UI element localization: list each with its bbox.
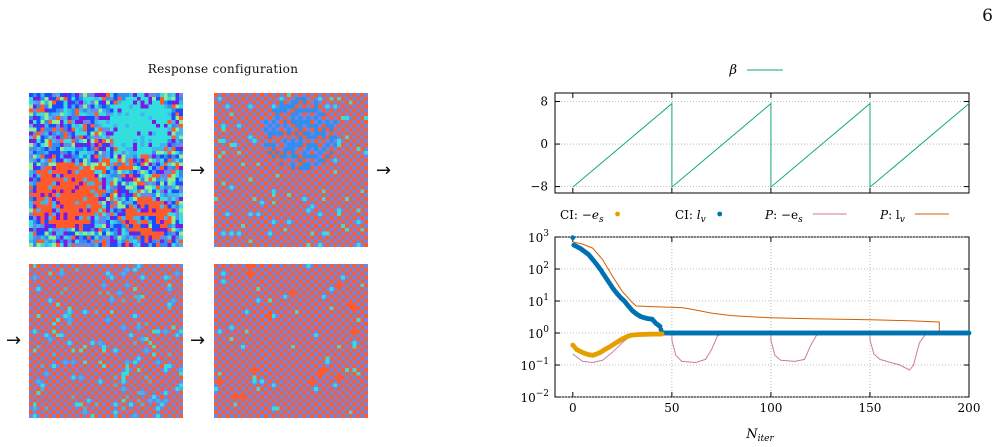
convergence-ticks: 103 102 101 100 10−1 10−2 0 50 100 150 200 [520,229,980,415]
page-number: 6 [982,6,993,26]
conv-xtick-label-4: 200 [958,401,981,415]
lattice-panel-1 [29,93,183,247]
ci_lv-point-0 [570,235,576,241]
conv-ytick-label-5: 10−2 [520,389,549,405]
lattice-panel-2 [214,93,368,247]
legend-label-p_lv: P: lv [879,208,905,225]
conv-xtick-label-3: 150 [859,401,882,415]
beta-line [572,102,970,189]
conv-ytick-label-2: 101 [528,293,549,309]
arrow-2: → [376,160,392,181]
arrow-1: → [190,160,206,181]
arrow-4: → [190,330,206,351]
conv-xtick-label-1: 50 [664,401,679,415]
beta-chart: β 8 0 −8 [530,63,970,194]
beta-ytick-label-2: −8 [530,180,548,194]
lattice-panel-4 [214,264,368,418]
arrow-3: → [6,330,22,351]
conv-ytick-label-0: 103 [528,229,549,245]
conv-ytick-label-1: 102 [528,261,549,277]
legend-marker-ci_lv [717,211,723,217]
legend-label-ci_lv: CI: lv [675,208,706,225]
conv-xtick-label-0: 0 [569,401,577,415]
lattice-panel-3 [29,264,183,418]
ci_es-point-90 [659,331,665,337]
beta-plot-frame [554,92,970,194]
convergence-series [570,235,972,371]
legend-label-p_es: P: −es [764,208,803,225]
conv-ytick-label-4: 10−1 [520,357,549,373]
beta-ytick-label-0: 8 [540,95,548,109]
legend-label-ci_es: CI: −es [560,208,604,225]
beta-ticks: 8 0 −8 [530,93,970,194]
series-ci_es [570,331,665,358]
series-p_lv [572,241,969,334]
beta-grid [555,93,969,193]
conv-ytick-label-3: 100 [528,325,549,341]
conv-xtick-label-2: 100 [759,401,782,415]
beta-legend-label: β [728,63,737,78]
beta-ytick-label-1: 0 [540,137,548,151]
series-ci_lv [570,235,972,336]
convergence-legend: CI: −es CI: lv P: −es P: lv [560,208,949,225]
x-axis-label: Niter [745,427,774,444]
response-configuration-title: Response configuration [147,62,299,76]
ci_lv-point-400 [966,330,972,336]
beta-series [572,102,970,189]
beta-legend: β [728,63,783,78]
convergence-chart: CI: −es CI: lv P: −es P: lv 103 102 101 100 10−… [520,208,980,444]
legend-marker-ci_es [615,211,620,217]
